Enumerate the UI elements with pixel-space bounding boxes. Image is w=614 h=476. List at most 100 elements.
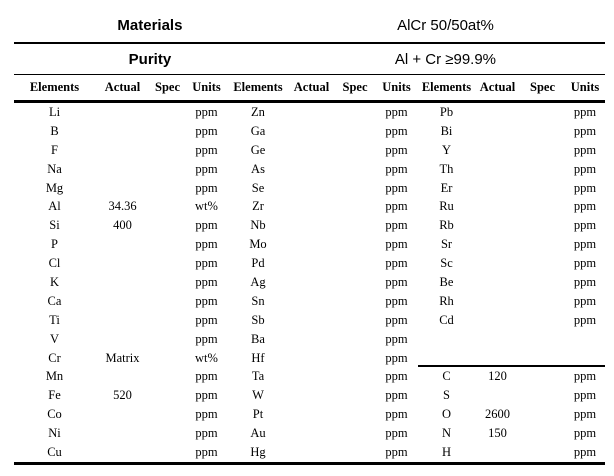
units-cell: ppm bbox=[385, 350, 408, 365]
spec-cell bbox=[520, 367, 565, 386]
spec-cell bbox=[150, 122, 185, 141]
spec-cell bbox=[520, 235, 565, 254]
element-cell: Ni bbox=[48, 426, 61, 441]
units-cell: ppm bbox=[385, 104, 408, 119]
column-header-row: Elements Actual Spec Units Elements Actual Spe… bbox=[14, 75, 605, 103]
element-cell: Na bbox=[47, 161, 62, 176]
units-cell bbox=[565, 349, 605, 368]
actual-cell bbox=[288, 216, 335, 235]
spec-cell bbox=[150, 254, 185, 273]
spec-cell bbox=[150, 405, 185, 424]
units-cell: ppm bbox=[385, 369, 408, 384]
spec-cell bbox=[335, 273, 375, 292]
units-cell: ppm bbox=[195, 426, 218, 441]
element-cell: Rh bbox=[439, 293, 454, 308]
actual-cell bbox=[288, 235, 335, 254]
actual-cell bbox=[475, 179, 520, 198]
actual-cell bbox=[475, 443, 520, 462]
actual-cell: 400 bbox=[113, 218, 132, 233]
spec-cell bbox=[520, 386, 565, 405]
element-cell: B bbox=[50, 123, 59, 138]
units-cell: ppm bbox=[573, 180, 597, 195]
actual-cell bbox=[95, 273, 150, 292]
actual-cell: 520 bbox=[113, 388, 132, 403]
element-cell: Fe bbox=[48, 388, 61, 403]
units-cell: ppm bbox=[573, 256, 597, 271]
element-cell: Sb bbox=[251, 312, 265, 327]
element-cell: Co bbox=[47, 407, 62, 422]
actual-cell: 150 bbox=[488, 426, 507, 441]
spec-cell bbox=[335, 330, 375, 349]
units-cell: ppm bbox=[195, 180, 218, 195]
spec-cell bbox=[150, 235, 185, 254]
units-cell: ppm bbox=[385, 331, 408, 346]
element-cell: Nb bbox=[250, 218, 266, 233]
column-header-units: Units bbox=[382, 80, 411, 94]
element-cell: V bbox=[49, 331, 60, 346]
spec-cell bbox=[150, 141, 185, 160]
spec-cell bbox=[520, 179, 565, 198]
spec-cell bbox=[150, 197, 185, 216]
spec-cell bbox=[520, 349, 565, 368]
units-cell: ppm bbox=[573, 123, 597, 138]
element-cell: Mo bbox=[249, 237, 267, 252]
actual-cell bbox=[95, 141, 150, 160]
units-cell: ppm bbox=[195, 142, 218, 157]
spec-cell bbox=[335, 424, 375, 443]
element-cell: Li bbox=[48, 104, 61, 119]
units-cell: ppm bbox=[573, 293, 597, 308]
actual-cell bbox=[95, 179, 150, 198]
units-cell: ppm bbox=[385, 123, 408, 138]
element-cell: S bbox=[443, 388, 450, 403]
column-header-actual: Actual bbox=[104, 80, 141, 94]
units-cell: ppm bbox=[195, 256, 218, 271]
actual-cell bbox=[288, 443, 335, 462]
element-cell: Bi bbox=[440, 123, 453, 138]
units-cell: ppm bbox=[385, 199, 408, 214]
element-cell bbox=[418, 349, 475, 368]
element-cell: Ta bbox=[251, 369, 265, 384]
element-cell: Ba bbox=[251, 331, 265, 346]
element-cell: Er bbox=[440, 180, 453, 195]
spec-cell bbox=[520, 216, 565, 235]
column-header-spec: Spec bbox=[342, 80, 368, 94]
actual-cell bbox=[288, 311, 335, 330]
column-header-element: Elements bbox=[233, 80, 283, 94]
units-cell: wt% bbox=[195, 350, 218, 365]
element-cell bbox=[418, 330, 475, 349]
element-cell: Cl bbox=[48, 256, 61, 271]
actual-cell bbox=[288, 405, 335, 424]
actual-cell bbox=[95, 122, 150, 141]
spec-cell bbox=[335, 405, 375, 424]
units-cell: ppm bbox=[573, 161, 597, 176]
actual-cell bbox=[95, 311, 150, 330]
units-cell: ppm bbox=[573, 104, 597, 119]
units-cell: wt% bbox=[195, 199, 218, 214]
element-cell: Be bbox=[439, 274, 454, 289]
actual-cell bbox=[95, 103, 150, 122]
units-cell: ppm bbox=[385, 293, 408, 308]
spec-cell bbox=[520, 254, 565, 273]
purity-table: Materials AlCr 50/50at% Purity Al + Cr ≥… bbox=[14, 8, 605, 465]
actual-cell bbox=[288, 160, 335, 179]
actual-cell bbox=[288, 367, 335, 386]
units-cell: ppm bbox=[385, 218, 408, 233]
element-cell: Sr bbox=[440, 237, 453, 252]
spec-cell bbox=[150, 160, 185, 179]
element-cell: As bbox=[251, 161, 265, 176]
actual-cell: 34.36 bbox=[108, 199, 137, 214]
units-cell: ppm bbox=[385, 256, 408, 271]
element-cell: Pb bbox=[439, 104, 454, 119]
actual-cell bbox=[475, 141, 520, 160]
units-cell: ppm bbox=[195, 388, 218, 403]
spec-cell bbox=[335, 443, 375, 462]
spec-cell bbox=[520, 103, 565, 122]
spec-cell bbox=[520, 405, 565, 424]
actual-cell: 120 bbox=[488, 369, 507, 384]
element-cell: Se bbox=[251, 180, 265, 195]
spec-cell bbox=[335, 197, 375, 216]
units-cell: ppm bbox=[573, 388, 597, 403]
column-header-element: Elements bbox=[29, 80, 80, 94]
materials-row: Materials AlCr 50/50at% bbox=[14, 8, 605, 44]
element-cell: Pt bbox=[252, 407, 264, 422]
